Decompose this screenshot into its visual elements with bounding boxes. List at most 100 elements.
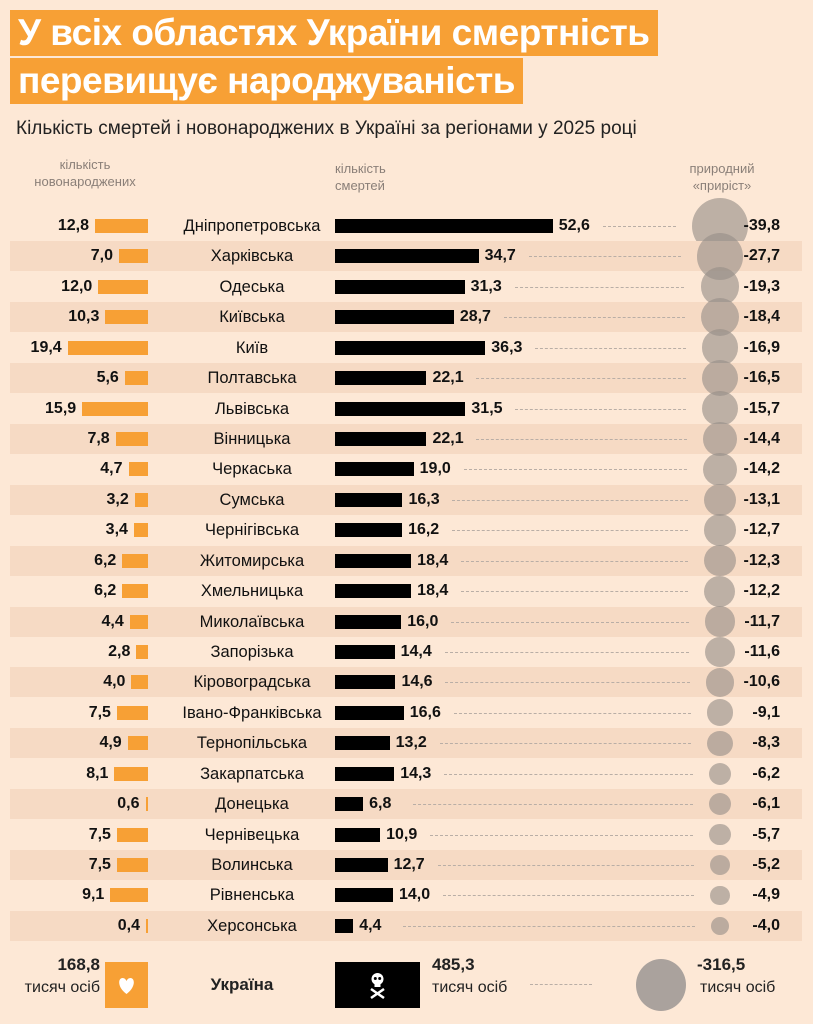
natural-label: -11,7 bbox=[744, 612, 780, 630]
natural-circle bbox=[704, 606, 736, 637]
chart-row: 4,0 Кіровоградська 14,6 -10,6 bbox=[10, 667, 802, 698]
deaths-label: 22,1 bbox=[432, 430, 464, 447]
chart-row: 12,8 Дніпропетровська 52,6 -39,8 bbox=[10, 198, 802, 254]
region-label: Сумська bbox=[219, 490, 285, 509]
births-bar bbox=[119, 249, 148, 264]
chart-row: 6,2 Житомирська 18,4 -12,3 bbox=[10, 545, 802, 577]
chart-row: 0,6 Донецька 6,8 -6,1 bbox=[10, 789, 802, 820]
deaths-label: 16,6 bbox=[409, 703, 441, 721]
region-label: Київ bbox=[235, 338, 269, 357]
births-bar bbox=[136, 645, 148, 660]
chart-row: 8,1 Закарпатська 14,3 -6,2 bbox=[10, 759, 802, 789]
dash-line bbox=[444, 773, 693, 775]
dash-line bbox=[503, 317, 685, 319]
dash-line bbox=[413, 804, 694, 806]
deaths-bar bbox=[335, 432, 427, 446]
region-label: Львівська bbox=[214, 399, 290, 418]
natural-label: -14,2 bbox=[743, 460, 780, 478]
region-label: Хмельницька bbox=[200, 582, 304, 601]
deaths-label: 18,4 bbox=[417, 551, 449, 569]
births-bar bbox=[114, 766, 148, 781]
dash-line bbox=[444, 652, 689, 654]
deaths-bar bbox=[335, 249, 479, 264]
births-bar bbox=[145, 797, 148, 812]
deaths-label: 4,4 bbox=[359, 916, 382, 934]
skull-crossbones-icon bbox=[370, 973, 385, 1000]
births-label: 7,0 bbox=[90, 247, 114, 265]
deaths-bar bbox=[335, 523, 403, 538]
deaths-bar bbox=[335, 766, 395, 781]
deaths-label: 18,4 bbox=[417, 582, 449, 600]
dash-line bbox=[476, 378, 686, 380]
deaths-bar bbox=[335, 340, 486, 355]
natural-label: -4,0 bbox=[752, 916, 780, 934]
deaths-bar bbox=[335, 279, 465, 294]
births-label: 9,1 bbox=[82, 886, 105, 904]
title-line-2: перевищує народжуваність bbox=[10, 58, 523, 104]
region-label: Закарпатська bbox=[200, 764, 304, 783]
natural-circle bbox=[701, 360, 739, 397]
total-row: 168,8 тисяч осіб Україна 485,3 тисяч осі… bbox=[0, 945, 813, 1024]
births-label: 15,9 bbox=[45, 399, 77, 417]
deaths-bar bbox=[335, 371, 427, 386]
chart-row: 4,9 Тернопільська 13,2 -8,3 bbox=[10, 728, 802, 759]
births-bar bbox=[122, 584, 148, 599]
deaths-label: 28,7 bbox=[459, 308, 491, 326]
deaths-bar bbox=[335, 614, 402, 629]
chart-row: 7,5 Волинська 12,7 -5,2 bbox=[10, 850, 802, 881]
deaths-bar bbox=[335, 736, 390, 751]
region-label: Київська bbox=[219, 308, 285, 327]
natural-circle bbox=[701, 329, 739, 366]
total-natural-circle bbox=[636, 959, 686, 1011]
deaths-bar bbox=[335, 219, 553, 233]
region-label: Вінницька bbox=[213, 430, 291, 448]
natural-label: -6,2 bbox=[752, 764, 780, 782]
dash-line bbox=[476, 439, 688, 440]
births-bar bbox=[115, 432, 148, 446]
total-label: Україна bbox=[210, 975, 274, 994]
natural-label: -10,6 bbox=[743, 673, 780, 691]
natural-circle bbox=[705, 667, 735, 697]
natural-label: -4,9 bbox=[752, 886, 780, 904]
births-bar bbox=[105, 310, 148, 325]
total-natural-unit: тисяч осіб bbox=[700, 979, 776, 996]
dash-line bbox=[439, 743, 692, 745]
births-label: 4,9 bbox=[99, 734, 122, 752]
deaths-bar bbox=[335, 553, 412, 568]
births-bar bbox=[124, 371, 148, 386]
dash-line bbox=[430, 834, 694, 836]
region-label: Чернігівська bbox=[205, 521, 299, 540]
total-dash-line bbox=[530, 984, 592, 985]
deaths-label: 10,9 bbox=[386, 825, 418, 843]
births-label: 19,4 bbox=[30, 338, 62, 356]
births-bar bbox=[98, 279, 148, 294]
deaths-bar bbox=[335, 705, 404, 720]
deaths-label: 14,4 bbox=[400, 643, 432, 661]
region-label: Полтавська bbox=[207, 369, 297, 388]
chart-row: 3,4 Чернігівська 16,2 -12,7 bbox=[10, 514, 802, 547]
natural-label: -16,9 bbox=[743, 338, 780, 356]
births-label: 4,0 bbox=[103, 673, 126, 691]
deaths-label: 19,0 bbox=[419, 460, 451, 478]
region-label: Кіровоградська bbox=[193, 673, 311, 692]
natural-circle bbox=[709, 793, 731, 816]
dash-line bbox=[602, 226, 676, 227]
natural-label: -27,7 bbox=[743, 247, 780, 265]
chart-row: 7,5 Івано-Франківська 16,6 -9,1 bbox=[10, 698, 802, 728]
deaths-label: 16,2 bbox=[408, 521, 440, 539]
chart-row: 7,0 Харківська 34,7 -27,7 bbox=[10, 233, 802, 280]
deaths-total-box bbox=[335, 962, 420, 1008]
deaths-label: 52,6 bbox=[558, 217, 590, 234]
dash-line bbox=[403, 925, 696, 927]
births-label: 4,4 bbox=[101, 612, 124, 630]
natural-circle bbox=[703, 422, 737, 456]
births-bar bbox=[133, 523, 148, 538]
dash-line bbox=[535, 347, 686, 349]
natural-label: -18,4 bbox=[743, 308, 780, 326]
births-label: 5,6 bbox=[96, 369, 119, 387]
chart-row: 7,5 Чернівецька 10,9 -5,7 bbox=[10, 820, 802, 850]
deaths-bar bbox=[335, 797, 364, 812]
natural-label: -39,8 bbox=[743, 217, 780, 234]
chart-row: 4,4 Миколаївська 16,0 -11,7 bbox=[10, 606, 802, 637]
